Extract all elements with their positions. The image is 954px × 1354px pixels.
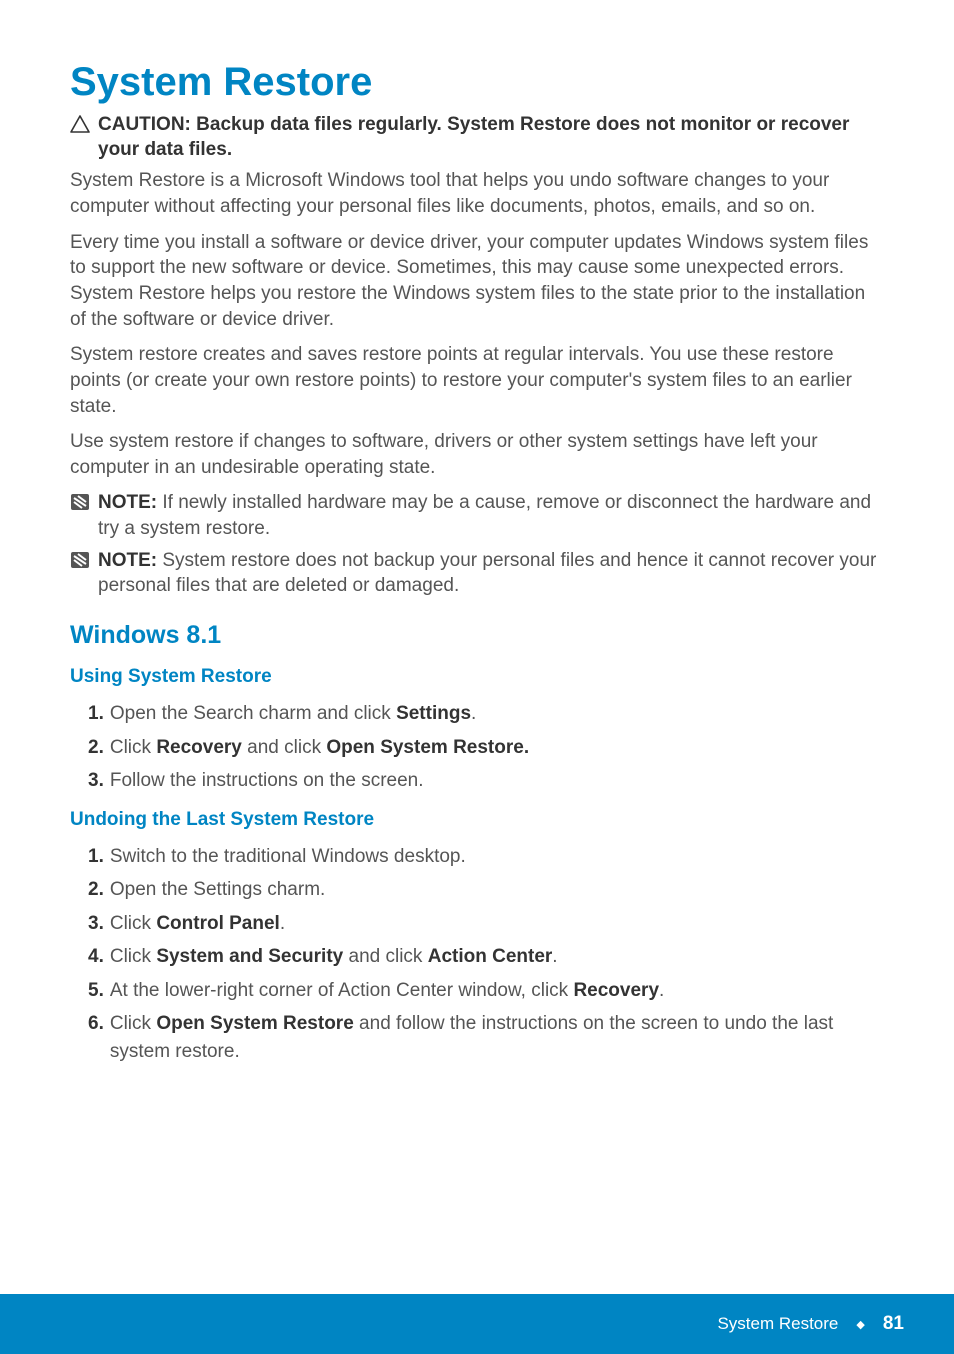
section-heading: Windows 8.1: [70, 621, 884, 650]
step-number: 6.: [88, 1010, 104, 1038]
diamond-icon: ◆: [856, 1318, 864, 1331]
note-block: NOTE: If newly installed hardware may be…: [70, 490, 884, 541]
note-label: NOTE:: [98, 550, 157, 571]
body-paragraph: System Restore is a Microsoft Windows to…: [70, 168, 884, 219]
note-label: NOTE:: [98, 492, 157, 513]
step-number: 2.: [88, 734, 104, 762]
caution-text: CAUTION: Backup data files regularly. Sy…: [98, 113, 884, 162]
step-text: Click Control Panel.: [110, 910, 884, 938]
footer-section-label: System Restore: [717, 1314, 838, 1334]
step-text: Open the Search charm and click Settings…: [110, 700, 884, 728]
step-text: Click System and Security and click Acti…: [110, 943, 884, 971]
step-number: 2.: [88, 876, 104, 904]
step-number: 3.: [88, 910, 104, 938]
note-icon: [70, 551, 90, 574]
list-item: 3. Follow the instructions on the screen…: [88, 767, 884, 795]
list-item: 5. At the lower-right corner of Action C…: [88, 977, 884, 1005]
caution-icon: [70, 115, 90, 138]
page-footer: System Restore ◆ 81: [0, 1294, 954, 1354]
step-number: 5.: [88, 977, 104, 1005]
step-number: 1.: [88, 843, 104, 871]
page-title: System Restore: [70, 60, 884, 105]
step-text: Switch to the traditional Windows deskto…: [110, 843, 884, 871]
page-content: System Restore CAUTION: Backup data file…: [0, 0, 954, 1065]
note-body: If newly installed hardware may be a cau…: [98, 492, 871, 539]
step-number: 3.: [88, 767, 104, 795]
step-text: Open the Settings charm.: [110, 876, 884, 904]
note-text: NOTE: If newly installed hardware may be…: [98, 490, 884, 541]
note-block: NOTE: System restore does not backup you…: [70, 548, 884, 599]
caution-block: CAUTION: Backup data files regularly. Sy…: [70, 113, 884, 162]
note-body: System restore does not backup your pers…: [98, 550, 876, 597]
step-text: Follow the instructions on the screen.: [110, 767, 884, 795]
subsection-heading: Undoing the Last System Restore: [70, 809, 884, 831]
list-item: 3. Click Control Panel.: [88, 910, 884, 938]
step-number: 4.: [88, 943, 104, 971]
step-number: 1.: [88, 700, 104, 728]
body-paragraph: System restore creates and saves restore…: [70, 342, 884, 419]
page-number: 81: [883, 1313, 904, 1335]
list-item: 1. Open the Search charm and click Setti…: [88, 700, 884, 728]
step-list: 1. Switch to the traditional Windows des…: [70, 843, 884, 1066]
body-paragraph: Every time you install a software or dev…: [70, 230, 884, 333]
list-item: 2. Open the Settings charm.: [88, 876, 884, 904]
step-text: Click Open System Restore and follow the…: [110, 1010, 884, 1065]
body-paragraph: Use system restore if changes to softwar…: [70, 429, 884, 480]
note-icon: [70, 493, 90, 516]
list-item: 2. Click Recovery and click Open System …: [88, 734, 884, 762]
step-text: Click Recovery and click Open System Res…: [110, 734, 884, 762]
step-text: At the lower-right corner of Action Cent…: [110, 977, 884, 1005]
note-text: NOTE: System restore does not backup you…: [98, 548, 884, 599]
list-item: 1. Switch to the traditional Windows des…: [88, 843, 884, 871]
step-list: 1. Open the Search charm and click Setti…: [70, 700, 884, 795]
list-item: 4. Click System and Security and click A…: [88, 943, 884, 971]
subsection-heading: Using System Restore: [70, 666, 884, 688]
list-item: 6. Click Open System Restore and follow …: [88, 1010, 884, 1065]
